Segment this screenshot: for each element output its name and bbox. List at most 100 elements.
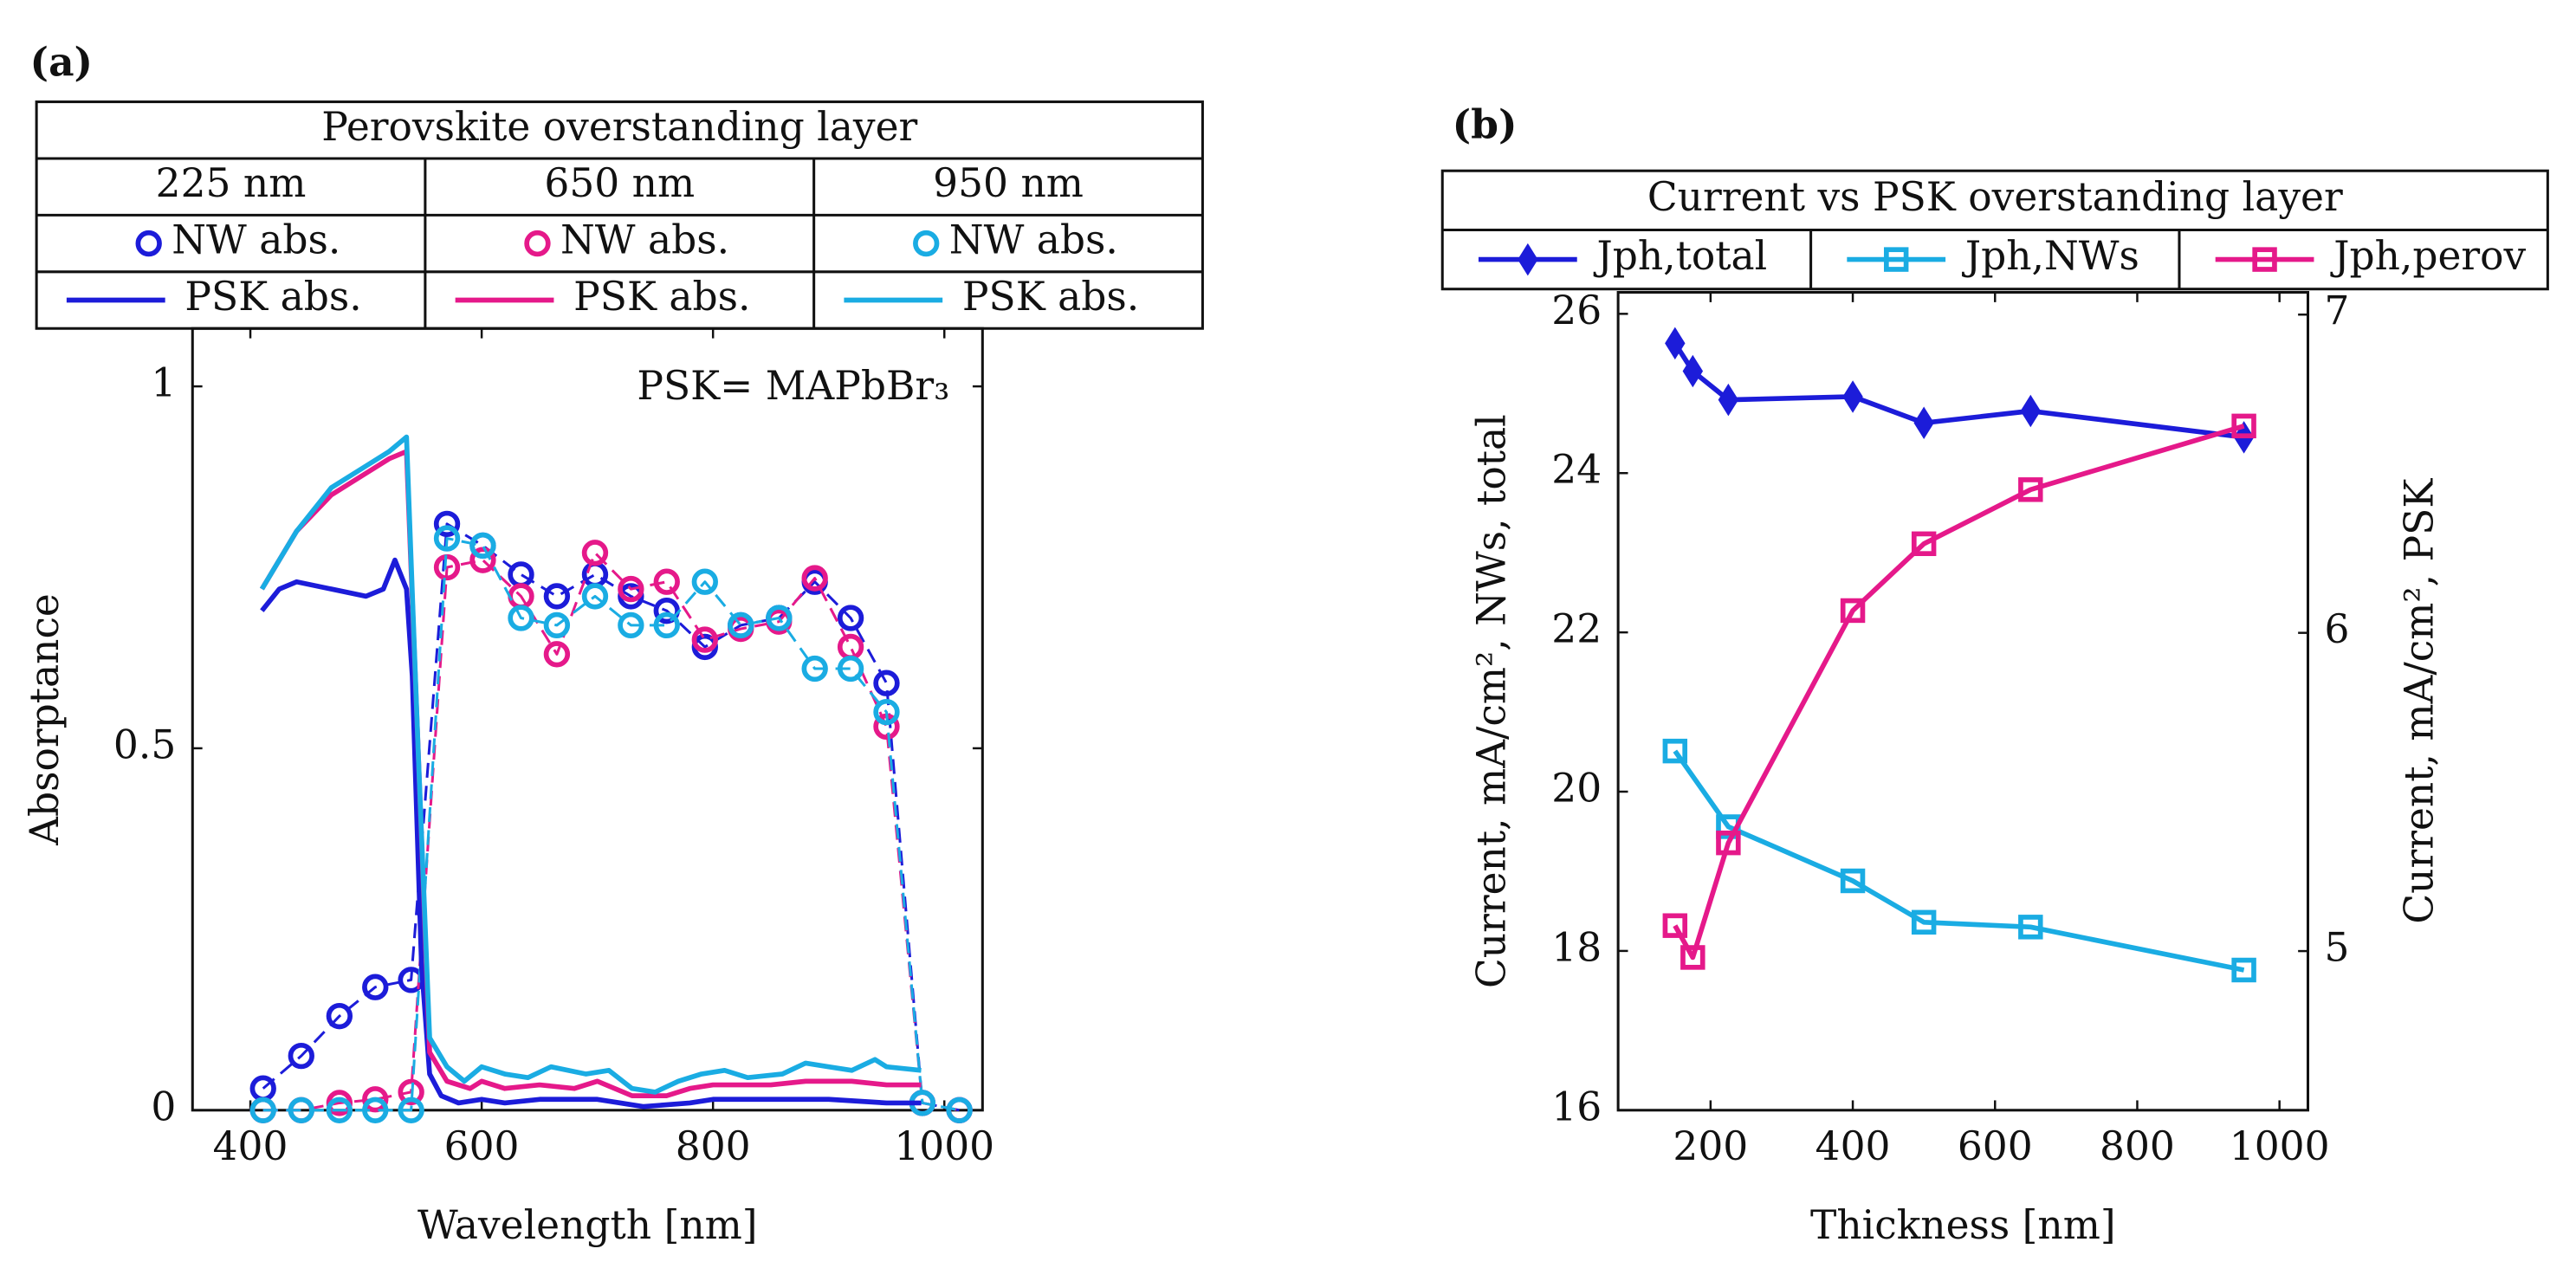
data-point [398, 1078, 424, 1106]
data-point [469, 532, 496, 560]
series-line [1673, 341, 2244, 440]
plot-area [191, 327, 984, 1112]
data-point [433, 525, 461, 552]
legend-column: 650 nm [544, 160, 695, 206]
legend-marker [1883, 247, 1909, 272]
data-point [362, 974, 389, 1000]
data-point [1911, 531, 1937, 557]
y-tick-label: 16 [1551, 1084, 1602, 1129]
data-point [398, 1097, 424, 1123]
y-tick-label: 22 [1551, 606, 1602, 652]
data-point [362, 1086, 389, 1113]
series-line [260, 557, 922, 1110]
data-point [653, 611, 680, 639]
legend-label: NW abs. [949, 217, 1118, 263]
data-point [691, 626, 718, 653]
legend-marker [2252, 247, 2277, 272]
data-point [691, 568, 718, 595]
legend-title: Perovskite overstanding layer [321, 104, 917, 150]
data-point [2018, 477, 2043, 502]
legend-column: 225 nm [156, 160, 307, 206]
data-point [653, 597, 680, 624]
data-point [618, 611, 644, 639]
y-tick-label: 24 [1551, 447, 1602, 493]
data-point [1665, 327, 1686, 360]
legend-label: Jph,total [1593, 233, 1767, 279]
y2-tick-label: 5 [2324, 925, 2349, 971]
data-point [469, 547, 496, 573]
data-point [766, 605, 793, 631]
legend-label: PSK abs. [573, 274, 750, 320]
y-tick-label: 26 [1551, 288, 1602, 333]
x-tick-label: 400 [213, 1123, 288, 1169]
data-point [946, 1097, 973, 1123]
x-tick-label: 800 [2100, 1123, 2175, 1169]
y-tick-label: 0.5 [113, 721, 176, 767]
data-point [1842, 380, 1863, 413]
data-point [326, 1002, 353, 1030]
data-point [618, 575, 644, 603]
data-point [249, 1097, 276, 1123]
data-point [2018, 915, 2043, 940]
data-point [288, 1042, 314, 1070]
x-tick-label: 200 [1673, 1123, 1748, 1169]
data-point [581, 561, 609, 588]
legend-marker [1518, 243, 1538, 276]
data-point [543, 583, 571, 610]
series-line [1673, 424, 2245, 961]
legend-label: NW abs. [560, 217, 729, 263]
y2-tick-label: 7 [2324, 288, 2349, 334]
x-tick-label: 1000 [894, 1123, 994, 1169]
legend-title: Current vs PSK overstanding layer [1647, 174, 2343, 220]
data-point [543, 611, 571, 639]
data-point [1840, 598, 1866, 624]
series-line [262, 537, 960, 1112]
data-point [1682, 354, 1704, 388]
data-point [1911, 909, 1937, 935]
series-line [259, 434, 922, 1095]
data-point [508, 605, 534, 631]
data-point [1662, 913, 1688, 938]
legend-label: PSK abs. [962, 274, 1139, 320]
legend-marker [913, 230, 940, 257]
legend-label: NW abs. [172, 217, 340, 263]
legend-label: Jph,perov [2330, 233, 2526, 279]
data-point [508, 561, 534, 588]
x-tick-label: 1000 [2230, 1123, 2330, 1169]
data-point [581, 583, 609, 610]
data-point [837, 605, 864, 631]
y-tick-label: 18 [1551, 924, 1602, 970]
x-tick-label: 400 [1815, 1123, 1891, 1169]
data-point [873, 670, 900, 696]
data-point [362, 1097, 389, 1123]
data-point [728, 611, 754, 639]
x-axis-label: Thickness [nm] [1810, 1202, 2116, 1248]
y-tick-label: 0 [151, 1084, 176, 1129]
legend-marker [135, 230, 162, 257]
data-point [1913, 406, 1934, 440]
data-point [2231, 413, 2256, 439]
data-point [543, 641, 571, 668]
data-point [873, 698, 900, 726]
data-point [837, 655, 864, 683]
data-point [288, 1097, 314, 1123]
data-point [801, 565, 828, 592]
y-tick-label: 20 [1551, 766, 1602, 812]
data-point [581, 540, 609, 566]
x-tick-label: 600 [1958, 1123, 2033, 1169]
data-point [2231, 957, 2256, 983]
y2-tick-label: 6 [2324, 606, 2349, 652]
data-point [2020, 394, 2042, 428]
data-point [1662, 738, 1688, 764]
data-point [1680, 945, 1705, 970]
data-point [653, 568, 680, 595]
series-line [259, 449, 922, 1098]
y-axis-label: Absorptance [22, 593, 68, 846]
plot-area [1616, 290, 2310, 1112]
series-line [1673, 749, 2245, 973]
y-axis-label: Current, mA/cm², NWs, total [1468, 414, 1514, 988]
legend-label: Jph,NWs [1962, 233, 2139, 279]
panel-label: (b) [1453, 100, 1518, 147]
